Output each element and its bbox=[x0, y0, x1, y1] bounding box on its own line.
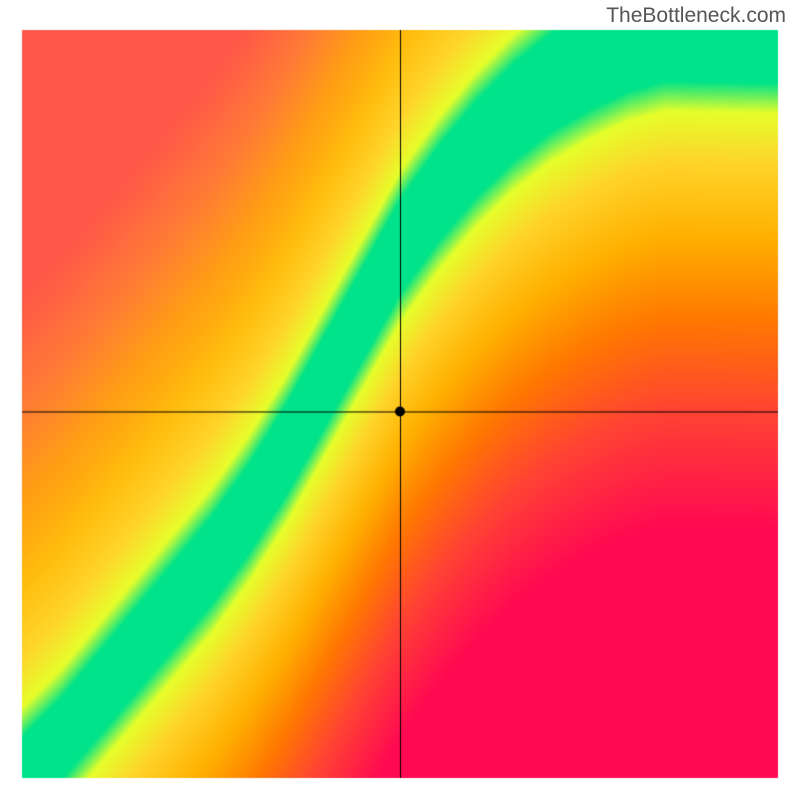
watermark-text: TheBottleneck.com bbox=[606, 4, 786, 28]
bottleneck-heatmap bbox=[0, 0, 800, 800]
